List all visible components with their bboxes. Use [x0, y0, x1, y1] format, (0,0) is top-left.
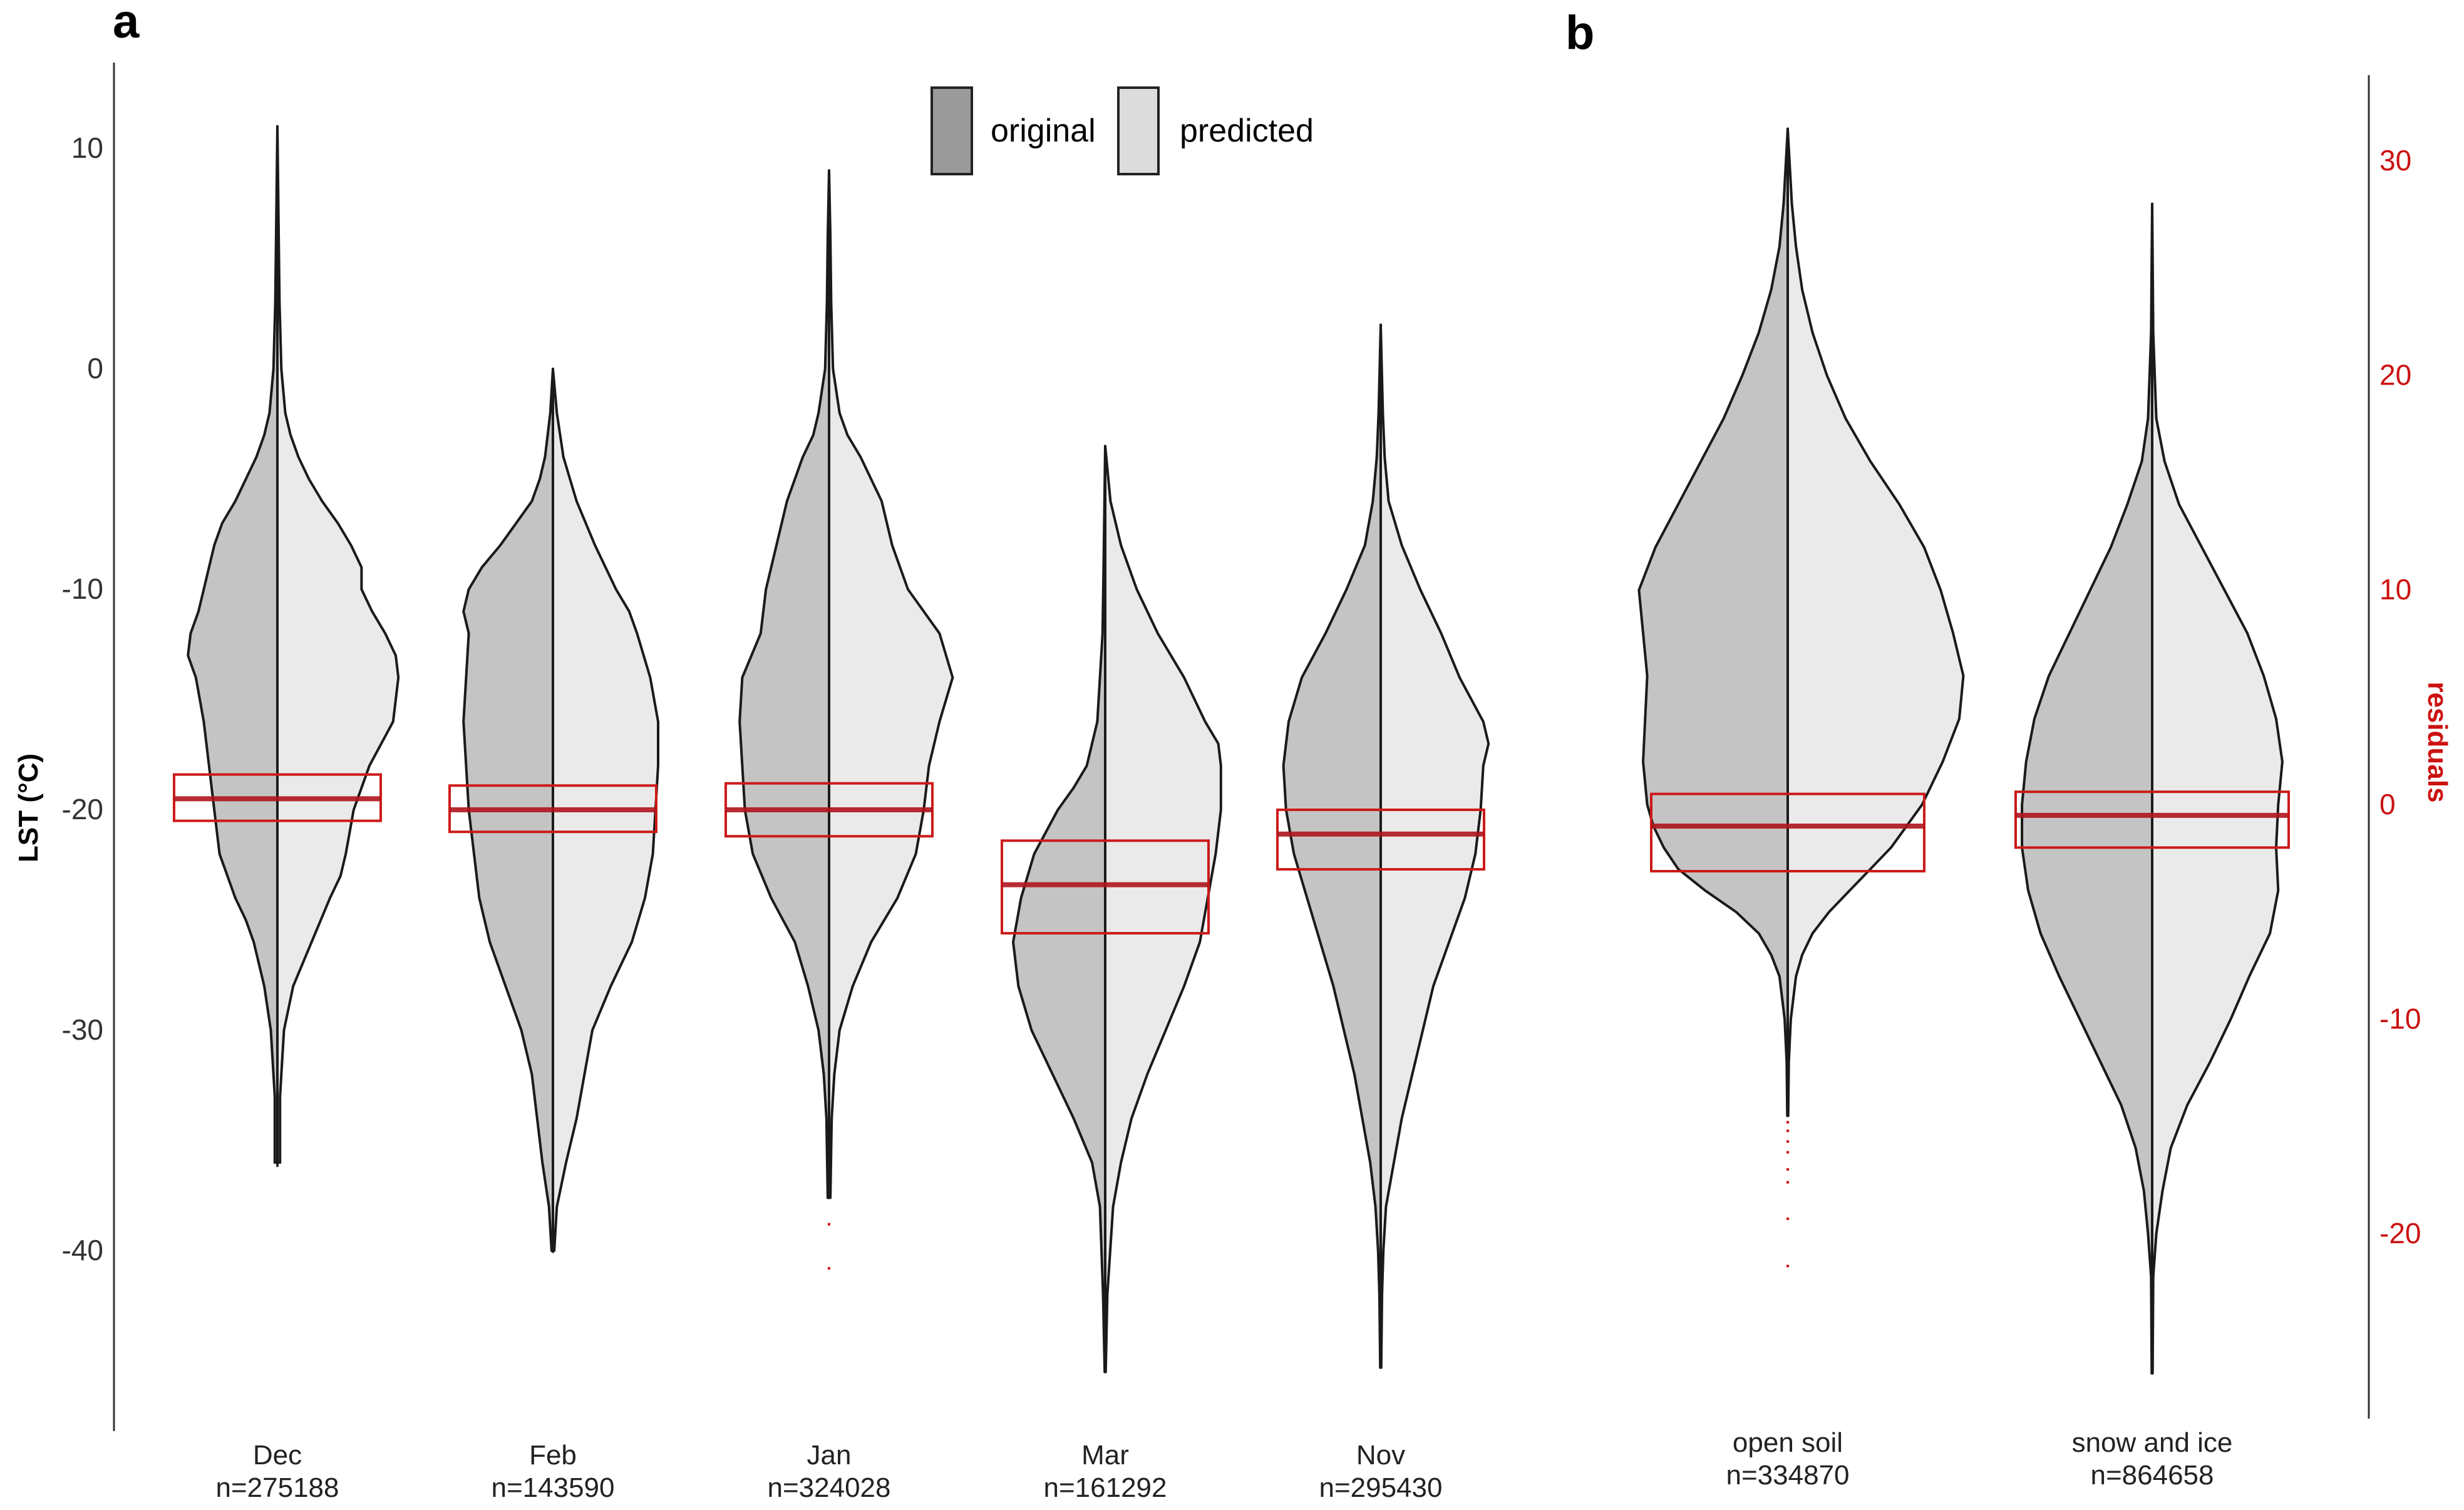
panel-b-y-tick-label: -20: [2379, 1217, 2421, 1249]
panel-a-violin-1: [448, 368, 659, 1253]
panel-a-x-label-count: n=295430: [1319, 1472, 1443, 1503]
panel-a-y-axis-label: LST (°C): [13, 753, 44, 862]
panel-b-outlier-point: [1786, 1129, 1789, 1132]
panel-a-violin-3: [1001, 445, 1222, 1373]
panel-a-y-tick-label: -20: [62, 793, 103, 825]
panel-a-violin-original-half: [187, 125, 279, 1164]
panel-b-violin-1: [2014, 202, 2290, 1375]
legend-label-original: original: [991, 113, 1096, 149]
panel-b-y-tick-label: 10: [2379, 573, 2411, 606]
panel-b-outlier-point: [1786, 1140, 1789, 1143]
panel-a-violin-predicted-half: [1104, 445, 1222, 1373]
panel-b: b residuals 30 20 10 0 -10 -20 open soiln=334…: [1565, 6, 2453, 1491]
panel-a-violin-2: [724, 169, 954, 1270]
panel-b-violin-original-half: [2021, 202, 2153, 1375]
panel-b-x-label-category: snow and ice: [2072, 1427, 2233, 1458]
panel-a-box: [1276, 809, 1485, 871]
panel-b-violin-original-half: [1637, 127, 1789, 1117]
panel-a-x-label-category: Dec: [253, 1440, 302, 1471]
panel-b-outlier-point: [1786, 1181, 1789, 1184]
panel-b-violin-predicted-half: [2151, 202, 2284, 1375]
panel-a-x-label-category: Nov: [1356, 1440, 1405, 1471]
panel-b-outlier-point: [1786, 1218, 1789, 1221]
panel-a-x-label-count: n=161292: [1044, 1472, 1167, 1503]
panel-a-y-tick-label: 0: [87, 352, 103, 385]
panel-b-box: [1650, 792, 1925, 873]
panel-a-violin-original-half: [738, 169, 830, 1199]
panel-a-violin-4: [1276, 323, 1490, 1369]
panel-b-x-label-count: n=334870: [1726, 1460, 1850, 1491]
panel-a-y-tick-label: -40: [62, 1234, 103, 1266]
panel-a-violin-predicted-half: [1379, 323, 1490, 1369]
panel-a-x-label-category: Jan: [807, 1440, 852, 1471]
panel-a-violin-original-half: [1282, 323, 1382, 1369]
panel-b-violin-predicted-half: [1786, 127, 1965, 1117]
panel-b-box: [2014, 790, 2290, 849]
panel-a-violins: [173, 125, 1490, 1373]
panel-a-y-tick-label: -30: [62, 1013, 103, 1046]
panel-b-y-tick-label: 0: [2379, 788, 2396, 820]
panel-a-x-label-count: n=275188: [216, 1472, 339, 1503]
panel-b-y-axis-label: residuals: [2422, 681, 2453, 802]
legend-swatch-predicted: [1117, 86, 1160, 175]
panel-a-outlier-point: [828, 1267, 830, 1270]
panel-a-violin-predicted-half: [828, 169, 954, 1199]
panel-a-violin-predicted-half: [276, 125, 400, 1164]
panel-a-x-label-category: Feb: [529, 1440, 577, 1471]
panel-b-outlier-point: [1786, 1120, 1789, 1124]
panel-a-y-tick-label: -10: [62, 572, 103, 605]
panel-b-y-ticks: 30 20 10 0 -10 -20: [2379, 144, 2421, 1249]
panel-b-y-tick-label: 30: [2379, 144, 2411, 177]
panel-b-label: b: [1565, 6, 1594, 59]
panel-a-violin-0: [173, 125, 400, 1167]
panel-a-violin-original-half: [1012, 445, 1106, 1373]
panel-b-outlier-point: [1786, 1151, 1789, 1154]
panel-a-y-ticks: 10 0 -10 -20 -30 -40: [62, 132, 103, 1266]
panel-a-y-tick-label: 10: [71, 132, 103, 164]
panel-b-violins: [1637, 127, 2290, 1375]
panel-b-violin-0: [1637, 127, 1965, 1268]
panel-b-outlier-point: [1786, 1168, 1789, 1171]
panel-a-x-label-count: n=143590: [492, 1472, 615, 1503]
panel-a-outlier-point: [828, 1223, 830, 1226]
panel-b-y-tick-label: -10: [2379, 1002, 2421, 1035]
legend-label-predicted: predicted: [1180, 113, 1314, 149]
panel-a-x-label-count: n=324028: [768, 1472, 891, 1503]
panel-a-label: a: [113, 0, 140, 48]
panel-b-y-tick-label: 20: [2379, 359, 2411, 391]
panel-a-x-label-category: Mar: [1081, 1440, 1129, 1471]
panel-b-x-label-count: n=864658: [2091, 1460, 2214, 1491]
panel-b-x-label-category: open soil: [1733, 1427, 1843, 1458]
legend: original predicted: [930, 86, 1314, 175]
panel-b-outlier-point: [1786, 1264, 1789, 1268]
legend-swatch-original: [930, 86, 973, 175]
